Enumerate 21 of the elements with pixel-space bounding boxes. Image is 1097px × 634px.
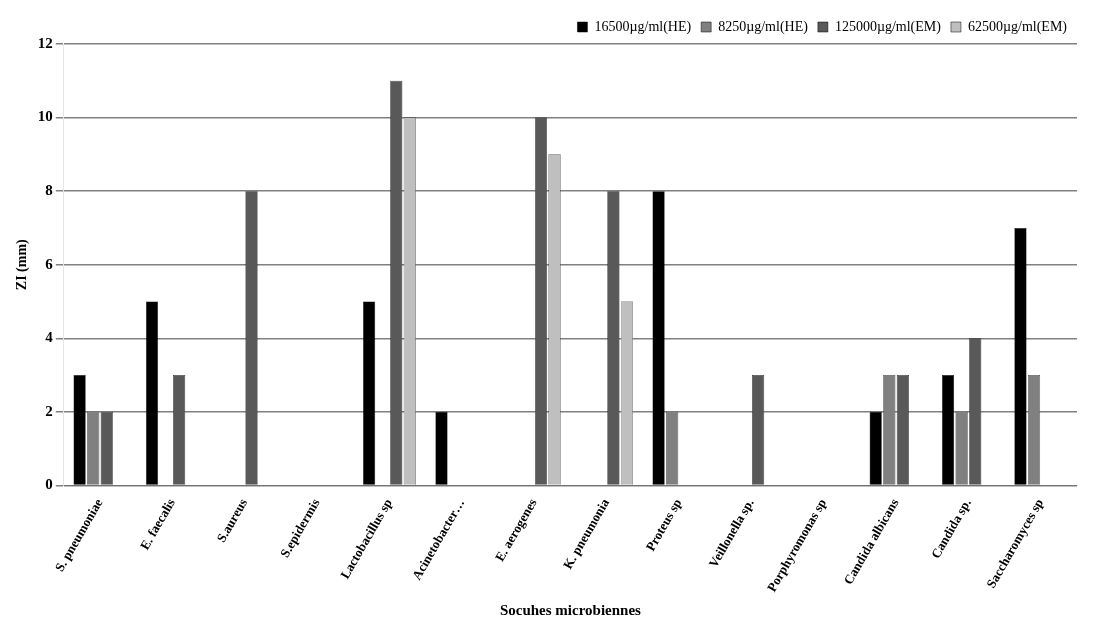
y-tick-label: 6	[45, 255, 54, 272]
bar	[363, 301, 376, 485]
y-tick-label: 8	[45, 182, 53, 198]
y-tick-label: 12	[37, 34, 53, 51]
y-tick-label: 10	[37, 108, 53, 125]
bar	[73, 375, 86, 485]
bar	[652, 191, 665, 485]
legend-label: 16500µg/ml(HE)	[594, 18, 692, 35]
y-axis-title: ZI (mm)	[14, 238, 31, 291]
bar	[941, 375, 955, 485]
legend-label: 62500µg/ml(EM)	[967, 18, 1068, 35]
legend-label: 125000µg/ml(EM)	[834, 18, 942, 35]
bar	[145, 301, 159, 485]
bar	[435, 411, 448, 485]
bar	[1014, 227, 1027, 485]
y-tick-label: 2	[45, 402, 53, 419]
bar	[869, 411, 882, 485]
x-axis-title: Socuhes microbiennes	[499, 601, 642, 618]
legend-label: 8250µg/ml(HE)	[718, 18, 809, 35]
y-tick-label: 4	[45, 329, 54, 346]
y-tick-label: 0	[45, 476, 53, 493]
